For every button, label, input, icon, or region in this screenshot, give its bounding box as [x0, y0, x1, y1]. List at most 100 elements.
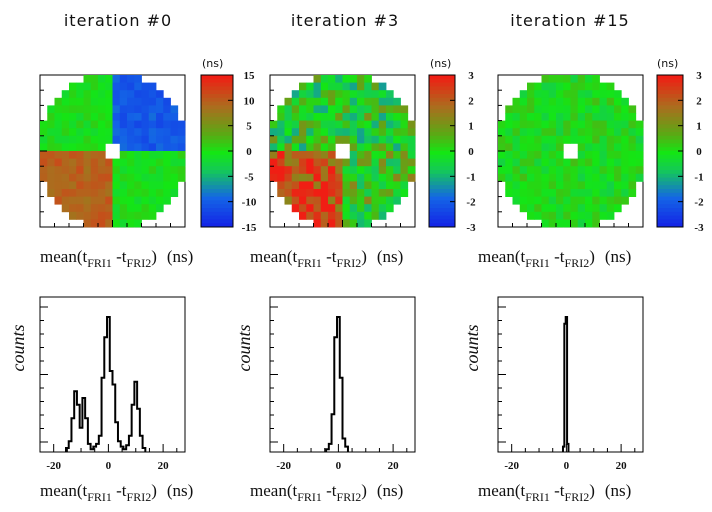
heatmap-cell	[534, 211, 542, 220]
heatmap-cell	[148, 158, 157, 167]
heatmap-cell	[299, 82, 307, 91]
heatmap-cell	[69, 113, 77, 121]
colorbar-step	[657, 192, 683, 198]
heatmap-cell	[371, 189, 380, 197]
heatmap-cell	[585, 128, 593, 137]
heatmap-cell	[313, 181, 322, 190]
heatmap-cell	[105, 75, 113, 83]
heatmap-cell	[563, 158, 571, 167]
heatmap-cell	[548, 82, 557, 91]
heatmap-cell	[349, 196, 358, 205]
heatmap-cell	[621, 166, 629, 175]
heatmap-cell	[585, 97, 593, 106]
heatmap-cell	[570, 113, 579, 121]
heatmap-cell	[548, 189, 557, 197]
heatmap-cell	[563, 173, 571, 182]
heatmap-cell	[519, 189, 528, 197]
colorbar-step	[429, 215, 455, 220]
heatmap-cell	[357, 90, 365, 99]
heatmap-cell	[112, 128, 121, 137]
heatmap-cell	[349, 204, 358, 213]
histogram-y-axis-label: counts	[462, 325, 482, 372]
heatmap-cell	[61, 120, 70, 129]
heatmap-cell	[519, 120, 528, 129]
colorbar-tick-label: -2	[694, 197, 704, 209]
heatmap-cell	[83, 97, 92, 106]
heatmap-cell	[284, 189, 293, 197]
heatmap-cell	[592, 166, 600, 175]
heatmap-cell	[505, 105, 513, 114]
heatmap-cell	[54, 97, 63, 106]
histogram-bars	[64, 316, 147, 452]
heatmap-cell	[541, 135, 550, 144]
heatmap-cell	[299, 173, 307, 182]
colorbar-step	[201, 113, 233, 118]
colorbar-step	[657, 215, 683, 220]
heatmap-cell	[328, 158, 336, 167]
histogram-x-tick-label: 0	[106, 460, 112, 472]
heatmap-cell	[170, 158, 179, 167]
heatmap-cell	[527, 204, 535, 213]
heatmap-cell	[371, 196, 380, 205]
colorbar-step	[429, 223, 455, 228]
heatmap-cell	[585, 211, 593, 220]
heatmap-cell	[371, 204, 380, 213]
heatmap-cell	[563, 105, 571, 114]
heatmap-cell	[313, 196, 322, 205]
colorbar-tick-label: -10	[242, 197, 257, 209]
heatmap-cell	[378, 143, 387, 152]
heatmap-cell	[335, 135, 343, 144]
heatmap-cell	[163, 143, 171, 152]
heatmap-cell	[505, 173, 513, 182]
colorbar-step	[657, 139, 683, 144]
heatmap-cell	[328, 181, 336, 190]
heatmap-cell	[635, 173, 644, 182]
heatmap-cell	[127, 120, 135, 129]
heatmap-cell	[534, 189, 542, 197]
heatmap-cell	[299, 113, 307, 121]
heatmap-cell	[371, 82, 380, 91]
heatmap-cell	[371, 90, 380, 99]
heatmap-cell	[134, 151, 142, 159]
heatmap-cell	[606, 82, 615, 91]
heatmap-cell	[328, 135, 336, 144]
heatmap-cell	[519, 173, 528, 182]
colorbar-step	[429, 181, 455, 186]
heatmap-cell	[393, 105, 401, 114]
heatmap-cell	[364, 166, 372, 175]
heatmap-cell	[621, 151, 629, 159]
heatmap-cell	[47, 120, 55, 129]
heatmap-cells	[270, 75, 416, 228]
heatmap-cell	[98, 219, 106, 228]
heatmap-cell	[512, 105, 521, 114]
heatmap-cell	[556, 97, 564, 106]
heatmap-cell	[119, 128, 128, 137]
heatmap-cell	[371, 211, 380, 220]
heatmap-cell	[563, 181, 571, 190]
heatmap-cell	[400, 143, 409, 152]
heatmap-cell	[306, 166, 314, 175]
heatmap-cell	[548, 135, 557, 144]
heatmap-cell	[61, 113, 70, 121]
heatmap-cell	[357, 219, 365, 228]
heatmap-cell	[534, 120, 542, 129]
heatmap-cell	[628, 128, 637, 137]
heatmap-cell	[83, 219, 92, 228]
heatmap-cell	[498, 158, 506, 167]
histogram-x-tick-label: 0	[564, 460, 570, 472]
heatmap-cell	[548, 105, 557, 114]
colorbar-step	[657, 82, 683, 87]
heatmap-cell	[512, 166, 521, 175]
colorbar-unit: (ns)	[430, 57, 451, 70]
heatmap-cell	[548, 90, 557, 99]
heatmap-cell	[541, 181, 550, 190]
heatmap-cell	[378, 82, 387, 91]
heatmap-cell	[76, 128, 84, 137]
histogram-bars	[561, 316, 570, 452]
heatmap-cell	[98, 211, 106, 220]
heatmap-cell	[148, 128, 157, 137]
colorbar-tick-label: 0	[246, 146, 252, 158]
heatmap-cell	[134, 189, 142, 197]
heatmap-cell	[141, 204, 150, 213]
heatmap-cell	[606, 120, 615, 129]
